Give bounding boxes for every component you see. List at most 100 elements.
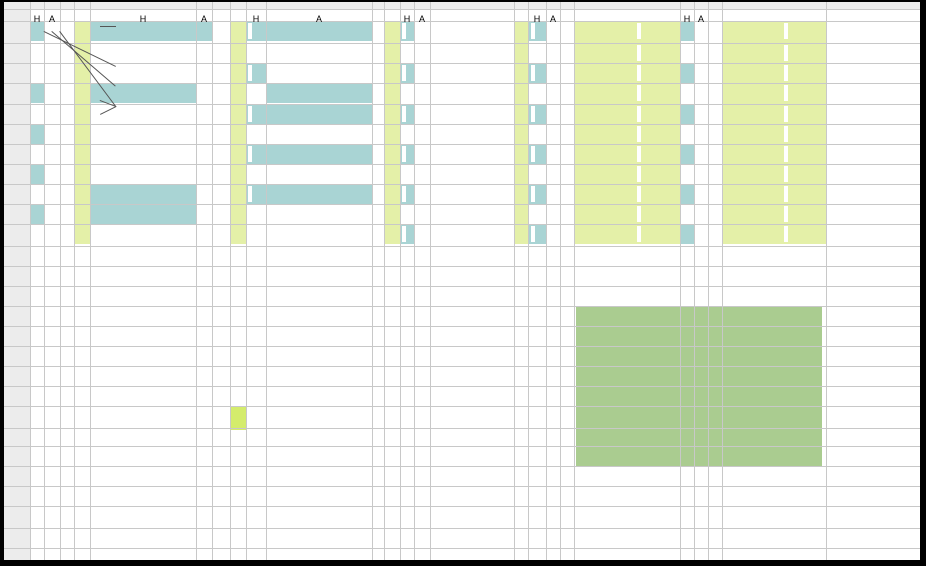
grid-hline [4, 104, 920, 105]
number-divider [402, 146, 406, 162]
number-divider [248, 65, 252, 81]
number-divider [531, 45, 535, 61]
ats-value [400, 466, 414, 486]
row-header-16 [4, 306, 30, 326]
number-divider [531, 23, 535, 39]
column-header-D [74, 2, 90, 9]
count-value [94, 386, 124, 406]
point-number [230, 164, 250, 184]
header-a-label: A [549, 13, 556, 24]
dice-set-fill [230, 406, 246, 430]
comeout-mark [372, 104, 384, 124]
row-header-8 [4, 144, 30, 164]
column-header-R [546, 2, 560, 9]
count-value [94, 346, 124, 366]
hit-count [574, 124, 680, 144]
hardway-label [384, 366, 400, 386]
game-number [560, 9, 574, 29]
legend-comeout [116, 68, 186, 82]
number-divider [784, 126, 788, 142]
hit-count [514, 63, 528, 83]
point-number [384, 43, 404, 63]
legend-bank [116, 7, 156, 19]
hit-count [384, 63, 400, 83]
grid-hline [4, 43, 920, 44]
column-header-C [60, 2, 74, 9]
column-header-M [400, 2, 414, 9]
count-label [70, 346, 96, 366]
row-header-26 [4, 506, 30, 528]
legend-hardway [116, 48, 186, 62]
count-label [70, 386, 96, 406]
number-divider [531, 106, 535, 122]
hit-count [514, 104, 528, 124]
comeout-mark [60, 63, 74, 83]
comments-subtitle [576, 324, 822, 338]
hit-count [230, 144, 246, 164]
count-value [94, 326, 124, 346]
teal-cell [680, 63, 694, 83]
hit-count [722, 104, 826, 124]
header-a-label: A [418, 13, 425, 24]
hardway-mark [30, 104, 44, 124]
header-h-label: H [252, 13, 260, 24]
header-h-label: H [533, 13, 541, 24]
teal-cell [30, 83, 44, 103]
point-number [722, 83, 786, 103]
column-header-F [196, 2, 212, 9]
row-header-9 [4, 164, 30, 184]
row-header-19 [4, 366, 30, 386]
row-header-10 [4, 184, 30, 204]
number-divider [402, 226, 406, 242]
hardway-made [400, 386, 414, 406]
hit-count [384, 21, 400, 41]
column-header-B [44, 2, 60, 9]
point-number [230, 204, 250, 224]
point-number [384, 224, 404, 244]
hit-count [722, 43, 826, 63]
total-a [266, 246, 372, 266]
row-header-bar [4, 9, 30, 560]
hit-count [722, 63, 826, 83]
count-label [70, 406, 96, 426]
count-label [70, 366, 96, 386]
teal-cell [90, 83, 196, 103]
number-divider [637, 23, 641, 39]
column-header-N [414, 2, 430, 9]
number-divider [784, 65, 788, 81]
hardway-label [384, 406, 400, 426]
legend-ats [116, 26, 176, 40]
grid-hline [4, 124, 920, 125]
row-header-4 [4, 63, 30, 83]
column-header-J [266, 2, 372, 9]
roll-sequence [384, 286, 524, 306]
grid-vline [266, 2, 267, 560]
column-header-X [722, 2, 826, 9]
hit-count [230, 83, 246, 103]
number-divider [402, 85, 406, 101]
number-divider [637, 65, 641, 81]
header-h-label: H [139, 13, 147, 24]
green-cell [74, 21, 90, 244]
grid-hline [4, 386, 920, 387]
teal-cell [90, 21, 196, 41]
grid-hline [4, 346, 920, 347]
number-divider [531, 85, 535, 101]
game-number [212, 9, 230, 29]
grid-hline [4, 548, 920, 549]
row-header-6 [4, 104, 30, 124]
green-cell [384, 21, 400, 244]
hardway-of [414, 406, 430, 426]
hardway-label [384, 428, 400, 448]
total-h [30, 246, 44, 266]
teal-cell [266, 21, 372, 41]
total-f [196, 246, 212, 266]
grid-vline [680, 2, 681, 560]
column-header-Q [528, 2, 546, 9]
grid-hline [4, 486, 920, 487]
row-header-11 [4, 204, 30, 224]
teal-cell [680, 184, 694, 204]
hit-count [574, 224, 680, 244]
grid-vline [546, 2, 547, 560]
